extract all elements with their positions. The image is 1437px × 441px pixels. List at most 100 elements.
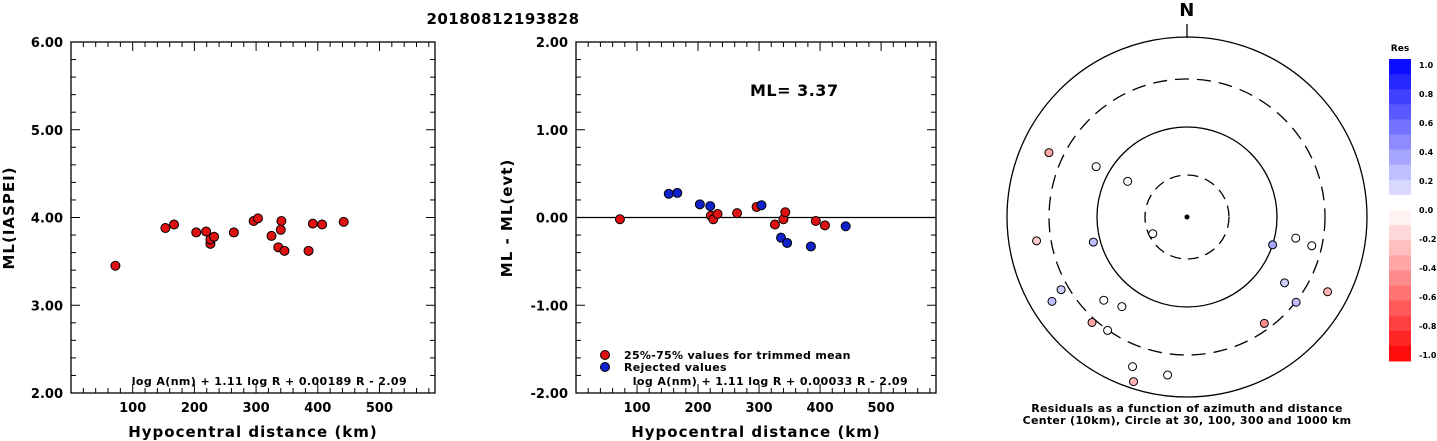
colorbar-cell [1389,270,1411,286]
y-tick-label: -1.00 [531,299,568,314]
data-point [663,188,674,199]
station-marker [1291,233,1301,243]
colorbar-cell [1389,134,1411,151]
colorbar-cell [1389,210,1411,226]
colorbar-cell [1389,225,1411,241]
station-marker [1103,325,1113,335]
station-marker [1044,148,1054,158]
colorbar-cell [1389,104,1411,120]
station-marker [1280,278,1290,288]
station-marker [1259,318,1269,328]
colorbar-cell [1389,330,1411,347]
y-tick-label: 6.00 [31,36,63,51]
colorbar-cell [1389,59,1411,75]
circle-1000km [1006,36,1368,398]
legend-label-trimmed: 25%-75% values for trimmed mean [624,349,851,362]
data-point [317,219,328,230]
station-marker [1032,236,1042,246]
x-axis-label: Hypocentral distance (km) [128,423,378,441]
axis-ticks [576,42,936,393]
data-point [307,218,318,229]
y-tick-labels: -2.00 -1.00 0.00 1.00 2.00 [531,36,568,402]
y-tick-label: 1.00 [536,124,568,139]
caption-line-2: Center (10km), Circle at 30, 100, 300 an… [1023,414,1352,427]
x-tick-label: 500 [868,401,895,416]
data-point [252,213,263,224]
colorbar-cell [1389,149,1411,166]
data-point [672,187,683,198]
data-points [110,213,349,271]
station-marker [1307,241,1317,251]
data-point [712,208,723,219]
ml-annotation: ML= 3.37 [750,81,839,100]
y-tick-labels: 2.00 3.00 4.00 5.00 6.00 [31,36,63,402]
y-tick-label: 2.00 [536,36,568,51]
colorbar-label: -1.0 [1419,351,1437,360]
data-point [160,223,171,234]
y-axis-label: ML - ML(evt) [498,159,516,277]
colorbar-title: Res [1391,44,1409,54]
y-tick-label: 0.00 [536,212,568,227]
colorbar-cell [1389,164,1411,181]
formula-text: log A(nm) + 1.11 log R + 0.00189 R - 2.0… [132,375,407,388]
station-marker [1056,285,1066,295]
figure-title: 20180812193828 [426,10,579,28]
x-tick-label: 400 [304,401,331,416]
data-point [228,227,239,238]
colorbar-cell [1389,119,1411,135]
x-tick-label: 500 [366,401,393,416]
station-marker [1091,162,1101,172]
colorbar-cells [1389,59,1411,362]
center-marker [1184,214,1190,220]
colorbar-label: 0.4 [1419,148,1434,157]
colorbar-labels: 1.0 0.8 0.6 0.4 0.2 0.0 -0.2 -0.4 -0.6 -0.8 -1.0 [1419,61,1437,360]
data-point [705,201,716,212]
data-point [732,208,743,219]
circle-30km [1144,174,1230,260]
colorbar-label: 0.6 [1419,119,1434,128]
caption-line-1: Residuals as a function of azimuth and d… [1031,402,1343,415]
axis-ticks [71,42,435,393]
station-marker [1123,176,1133,186]
station-marker [1099,295,1109,305]
x-tick-label: 200 [181,401,208,416]
colorbar-cell [1389,285,1411,302]
data-point [756,200,767,211]
circle-100km [1096,126,1278,308]
colorbar-cell [1389,255,1411,271]
station-marker [1163,370,1173,380]
data-point [209,231,220,242]
x-axis-label: Hypocentral distance (km) [631,423,881,441]
station-marker [1291,297,1301,307]
x-tick-label: 100 [119,401,146,416]
data-point [169,219,180,230]
data-point [338,216,349,227]
colorbar-label: 0.8 [1419,90,1434,99]
legend-marker-rejected [600,362,610,372]
colorbar-cell [1389,315,1411,332]
x-tick-label: 200 [684,401,711,416]
colorbar-label: -0.2 [1419,235,1437,244]
data-point [266,230,277,241]
x-tick-label: 400 [806,401,833,416]
data-point [694,199,705,210]
colorbar-cell [1389,89,1411,105]
data-points [614,187,851,252]
data-point [782,237,793,248]
station-marker [1129,377,1139,387]
x-tick-label: 100 [623,401,650,416]
colorbar-cell [1389,194,1411,211]
residual-vs-distance-plot: -2.00 -1.00 0.00 1.00 2.00 100 200 300 400 500 M… [498,36,937,441]
data-point [275,224,286,235]
data-point [805,241,816,252]
data-point [110,260,121,271]
data-point [769,219,780,230]
data-point [201,226,212,237]
data-point [819,220,830,231]
colorbar-label: 0.2 [1419,177,1433,186]
data-point [276,216,287,227]
residual-colorbar: Res 1.0 0.8 0.6 0.4 0.2 0.0 -0.2 -0.4 -0.6 -0.8 -1… [1389,44,1437,362]
colorbar-label: -0.4 [1419,264,1437,273]
station-marker [1323,287,1333,297]
